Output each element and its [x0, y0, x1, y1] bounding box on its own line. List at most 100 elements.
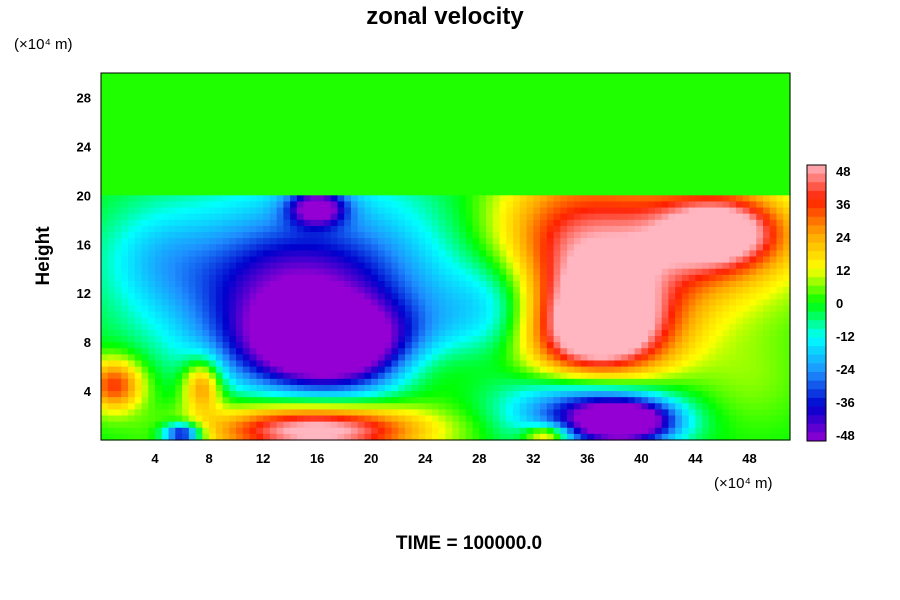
heatmap-cell: [735, 85, 744, 92]
heatmap-cell: [634, 85, 642, 92]
heatmap-cell: [155, 79, 163, 86]
heatmap-cell: [533, 317, 541, 325]
heatmap-cell: [580, 176, 588, 184]
heatmap-cell: [310, 305, 318, 313]
heatmap-cell: [195, 366, 203, 374]
heatmap-cell: [445, 195, 453, 203]
heatmap-cell: [202, 262, 210, 270]
heatmap-cell: [431, 140, 440, 147]
heatmap-cell: [384, 85, 393, 92]
heatmap-cell: [648, 140, 656, 147]
heatmap-cell: [276, 268, 284, 276]
heatmap-cell: [506, 164, 514, 172]
heatmap-cell: [175, 97, 183, 105]
heatmap-cell: [776, 170, 784, 178]
heatmap-cell: [161, 134, 170, 141]
heatmap-cell: [188, 146, 197, 154]
heatmap-cell: [749, 121, 757, 129]
heatmap-cell: [242, 213, 251, 221]
heatmap-cell: [357, 299, 366, 307]
heatmap-cell: [533, 213, 541, 221]
heatmap-cell: [330, 170, 339, 178]
heatmap-cell: [486, 73, 494, 80]
heatmap-cell: [350, 305, 359, 313]
heatmap-cell: [783, 360, 791, 368]
heatmap-cell: [776, 85, 784, 92]
heatmap-cell: [384, 268, 393, 276]
heatmap-cell: [729, 176, 737, 184]
heatmap-cell: [553, 268, 561, 276]
heatmap-cell: [337, 201, 345, 209]
heatmap-cell: [202, 329, 210, 337]
heatmap-cell: [459, 280, 467, 288]
heatmap-cell: [499, 311, 507, 319]
heatmap-cell: [350, 73, 359, 80]
heatmap-cell: [560, 354, 568, 362]
heatmap-cell: [526, 354, 534, 362]
heatmap-cell: [398, 305, 406, 313]
heatmap-cell: [175, 287, 183, 294]
heatmap-cell: [296, 152, 305, 160]
heatmap-cell: [391, 152, 399, 160]
heatmap-cell: [735, 219, 744, 227]
heatmap-cell: [729, 195, 737, 203]
heatmap-cell: [627, 115, 636, 123]
heatmap-cell: [290, 115, 298, 123]
heatmap-cell: [654, 299, 663, 307]
heatmap-cell: [769, 287, 778, 294]
heatmap-cell: [269, 146, 278, 154]
heatmap-cell: [519, 176, 528, 184]
heatmap-cell: [735, 140, 744, 147]
heatmap-cell: [283, 305, 291, 313]
heatmap-cell: [290, 360, 298, 368]
heatmap-cell: [688, 103, 697, 111]
heatmap-cell: [242, 201, 251, 209]
heatmap-cell: [148, 189, 156, 196]
heatmap-cell: [344, 348, 352, 355]
heatmap-cell: [722, 293, 730, 300]
heatmap-cell: [242, 170, 251, 178]
heatmap-cell: [438, 293, 447, 300]
heatmap-cell: [600, 311, 609, 319]
heatmap-cell: [357, 238, 366, 245]
heatmap-cell: [317, 232, 325, 239]
heatmap-cell: [344, 311, 352, 319]
heatmap-cell: [614, 244, 622, 251]
heatmap-cell: [648, 176, 656, 184]
heatmap-cell: [323, 140, 332, 147]
heatmap-cell: [519, 97, 528, 105]
heatmap-cell: [310, 354, 318, 362]
heatmap-cell: [486, 336, 494, 343]
heatmap-cell: [364, 256, 372, 264]
heatmap-cell: [661, 201, 670, 209]
heatmap-cell: [688, 115, 697, 123]
heatmap-cell: [513, 238, 521, 245]
heatmap-cell: [587, 207, 595, 215]
heatmap-cell: [323, 262, 332, 270]
heatmap-cell: [749, 336, 757, 343]
heatmap-cell: [371, 366, 379, 374]
heatmap-cell: [540, 293, 548, 300]
heatmap-cell: [357, 115, 366, 123]
heatmap-cell: [431, 201, 440, 209]
heatmap-cell: [391, 103, 399, 111]
heatmap-cell: [283, 360, 291, 368]
heatmap-cell: [269, 262, 278, 270]
heatmap-cell: [526, 293, 534, 300]
heatmap-cell: [128, 146, 136, 154]
heatmap-cell: [371, 170, 379, 178]
heatmap-cell: [114, 274, 122, 282]
heatmap-cell: [222, 336, 230, 343]
heatmap-cell: [418, 336, 426, 343]
heatmap-cell: [513, 213, 521, 221]
heatmap-cell: [141, 91, 149, 99]
heatmap-cell: [107, 293, 116, 300]
heatmap-cell: [371, 360, 379, 368]
heatmap-cell: [411, 158, 420, 166]
heatmap-cell: [553, 305, 561, 313]
heatmap-cell: [749, 73, 757, 80]
heatmap-cell: [708, 262, 717, 270]
heatmap-cell: [533, 158, 541, 166]
heatmap-cell: [715, 256, 724, 264]
heatmap-cell: [600, 79, 609, 86]
